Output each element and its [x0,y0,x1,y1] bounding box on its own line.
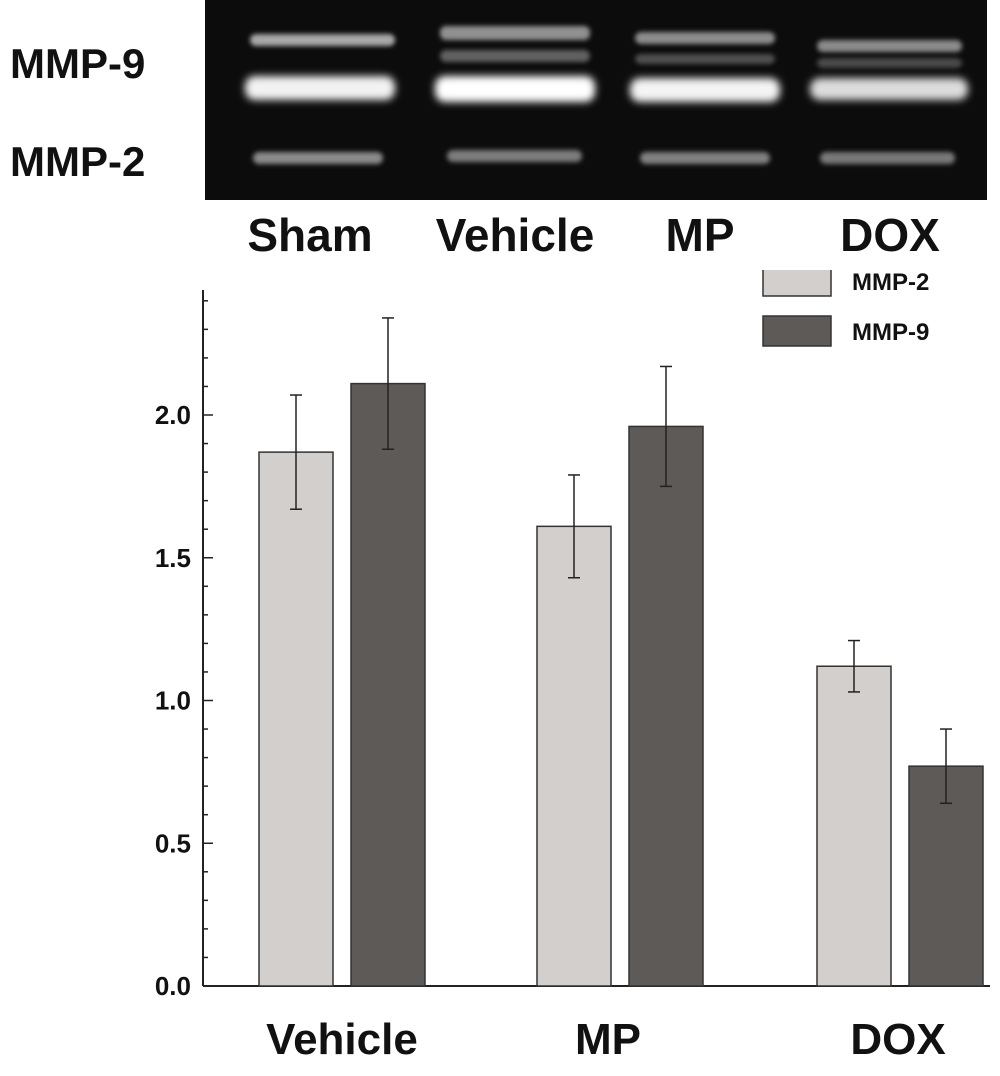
x-category-label: DOX [850,1015,945,1064]
y-tick-label: 1.5 [155,543,191,573]
bar-mmp-9-mp [628,425,704,987]
legend-swatch-mmp-2 [762,270,832,297]
bar-mmp-2-dox [816,665,892,987]
lane-label-mp: MP [665,209,735,261]
lane-label-sham: Sham [247,209,373,261]
y-tick-label: 2.0 [155,400,191,430]
legend-label: MMP-2 [852,270,929,296]
gel-lane-4 [810,40,968,164]
bar-mmp-9-vehicle [350,382,426,987]
gel-blot [205,0,987,200]
lane-label-vehicle: Vehicle [435,209,595,261]
lane-label-dox: DOX [840,209,940,261]
gel-lane-3 [630,32,780,164]
gel-lane-1 [245,34,395,164]
bar-mmp-2-mp [536,525,612,987]
y-tick-label: 0.0 [155,971,191,1001]
legend-label: MMP-9 [852,319,929,346]
y-tick-label: 1.0 [155,686,191,716]
bar-chart: 0.0 0.5 1.0 1.5 2.0 Vehicle MP DOX MMP-2 MMP-9 [155,270,990,1064]
band-label-mmp9: MMP-9 [10,40,146,87]
x-category-label: Vehicle [266,1015,418,1064]
gel-lane-2 [435,26,595,162]
x-category-label: MP [575,1015,641,1064]
band-label-mmp2: MMP-2 [10,138,146,185]
legend-swatch-mmp-9 [762,315,832,347]
bar-mmp-2-vehicle [258,451,334,987]
y-tick-label: 0.5 [155,828,191,858]
